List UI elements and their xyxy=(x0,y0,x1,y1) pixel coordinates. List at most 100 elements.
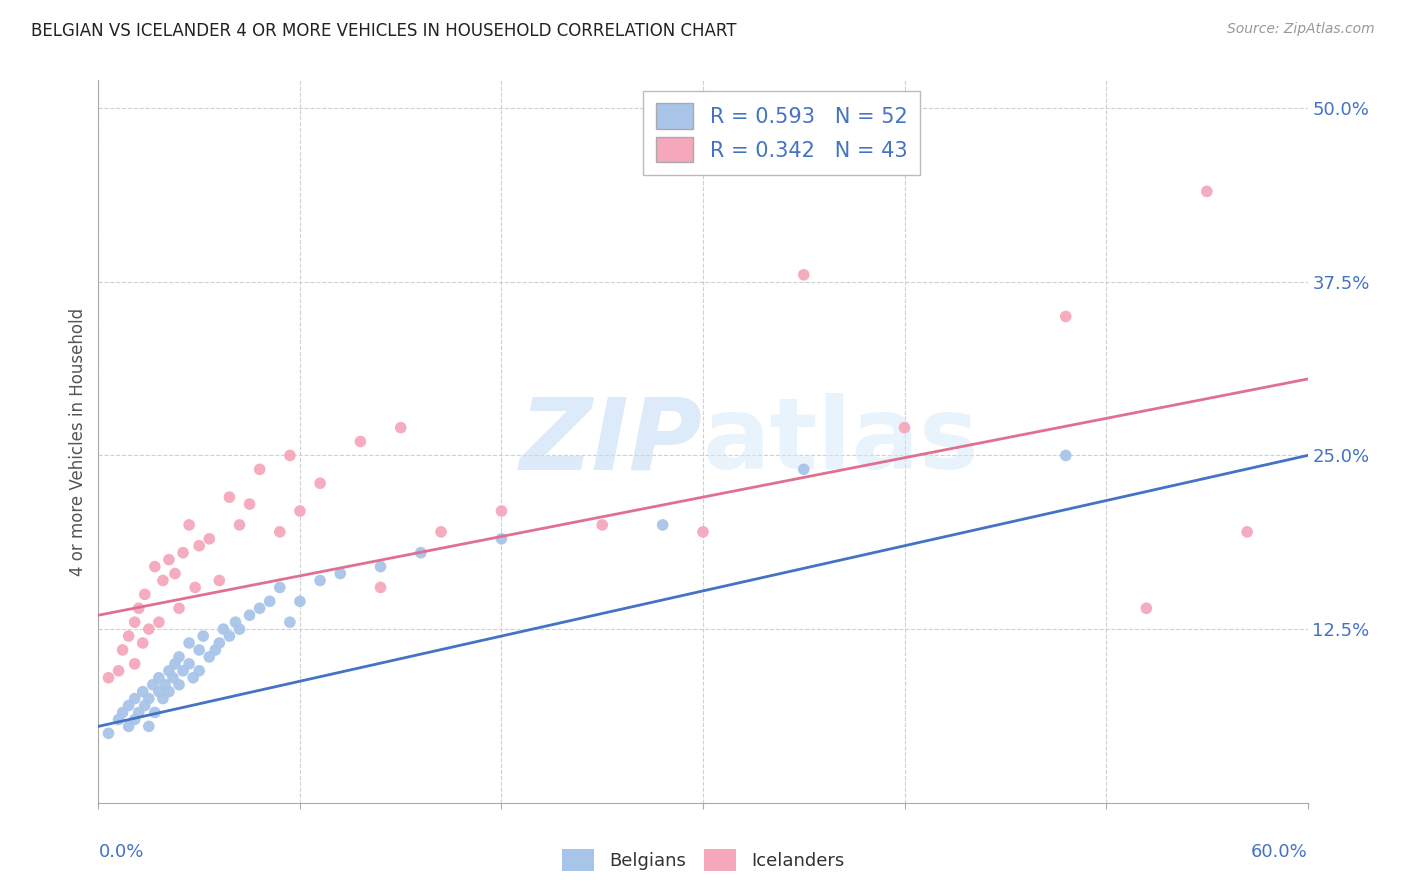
Point xyxy=(142,678,165,692)
Point xyxy=(157,552,180,566)
Point xyxy=(128,706,150,720)
Point xyxy=(793,462,815,476)
Point xyxy=(167,601,190,615)
Point xyxy=(162,671,184,685)
Point xyxy=(107,713,129,727)
Point xyxy=(134,587,156,601)
Point xyxy=(651,517,673,532)
Point xyxy=(1135,601,1157,615)
Point xyxy=(1054,449,1077,463)
Point xyxy=(167,678,190,692)
Point xyxy=(249,462,271,476)
Point xyxy=(218,490,240,504)
Point xyxy=(138,622,160,636)
Point xyxy=(143,559,166,574)
Point xyxy=(148,615,170,630)
Point xyxy=(181,671,204,685)
Point xyxy=(389,420,412,434)
Point xyxy=(329,566,352,581)
Point xyxy=(163,566,186,581)
Point xyxy=(278,615,301,630)
Point xyxy=(208,636,231,650)
Y-axis label: 4 or more Vehicles in Household: 4 or more Vehicles in Household xyxy=(69,308,87,575)
Point xyxy=(349,434,371,449)
Point xyxy=(132,684,155,698)
Point xyxy=(153,678,176,692)
Point xyxy=(157,684,180,698)
Point xyxy=(212,622,235,636)
Point xyxy=(118,629,141,643)
Point xyxy=(409,546,432,560)
Point xyxy=(138,691,160,706)
Point xyxy=(143,706,166,720)
Point xyxy=(228,622,250,636)
Point xyxy=(179,517,201,532)
Point xyxy=(132,636,155,650)
Point xyxy=(288,594,311,608)
Point xyxy=(111,706,134,720)
Point xyxy=(278,449,301,463)
Point xyxy=(259,594,281,608)
Text: atlas: atlas xyxy=(703,393,980,490)
Text: BELGIAN VS ICELANDER 4 OR MORE VEHICLES IN HOUSEHOLD CORRELATION CHART: BELGIAN VS ICELANDER 4 OR MORE VEHICLES … xyxy=(31,22,737,40)
Point xyxy=(1236,524,1258,539)
Point xyxy=(224,615,246,630)
Point xyxy=(138,719,160,733)
Point xyxy=(163,657,186,671)
Point xyxy=(107,664,129,678)
Point xyxy=(288,504,311,518)
Point xyxy=(179,636,201,650)
Legend: R = 0.593   N = 52, R = 0.342   N = 43: R = 0.593 N = 52, R = 0.342 N = 43 xyxy=(643,91,920,175)
Point xyxy=(193,629,215,643)
Point xyxy=(124,691,146,706)
Text: 0.0%: 0.0% xyxy=(98,843,143,861)
Text: Source: ZipAtlas.com: Source: ZipAtlas.com xyxy=(1227,22,1375,37)
Point xyxy=(152,691,174,706)
Point xyxy=(208,574,231,588)
Point xyxy=(309,476,332,491)
Point xyxy=(118,698,141,713)
Point xyxy=(370,559,392,574)
Point xyxy=(1054,310,1077,324)
Point xyxy=(370,581,392,595)
Point xyxy=(239,608,262,623)
Point xyxy=(128,601,150,615)
Point xyxy=(198,532,221,546)
Text: ZIP: ZIP xyxy=(520,393,703,490)
Point xyxy=(269,581,291,595)
Point xyxy=(188,539,211,553)
Point xyxy=(269,524,291,539)
Point xyxy=(179,657,201,671)
Point xyxy=(692,524,714,539)
Point xyxy=(591,517,613,532)
Legend: Belgians, Icelanders: Belgians, Icelanders xyxy=(555,842,851,879)
Point xyxy=(124,713,146,727)
Point xyxy=(97,726,120,740)
Point xyxy=(134,698,156,713)
Point xyxy=(204,643,226,657)
Point xyxy=(239,497,262,511)
Point xyxy=(184,581,207,595)
Point xyxy=(893,420,915,434)
Point xyxy=(249,601,271,615)
Point xyxy=(430,524,453,539)
Point xyxy=(793,268,815,282)
Point xyxy=(188,643,211,657)
Point xyxy=(491,504,513,518)
Point xyxy=(124,615,146,630)
Point xyxy=(172,546,194,560)
Point xyxy=(1195,185,1218,199)
Point xyxy=(148,671,170,685)
Point xyxy=(111,643,134,657)
Text: 60.0%: 60.0% xyxy=(1251,843,1308,861)
Point xyxy=(167,649,190,664)
Point xyxy=(309,574,332,588)
Point xyxy=(218,629,240,643)
Point xyxy=(228,517,250,532)
Point xyxy=(118,719,141,733)
Point xyxy=(188,664,211,678)
Point xyxy=(157,664,180,678)
Point xyxy=(172,664,194,678)
Point xyxy=(97,671,120,685)
Point xyxy=(198,649,221,664)
